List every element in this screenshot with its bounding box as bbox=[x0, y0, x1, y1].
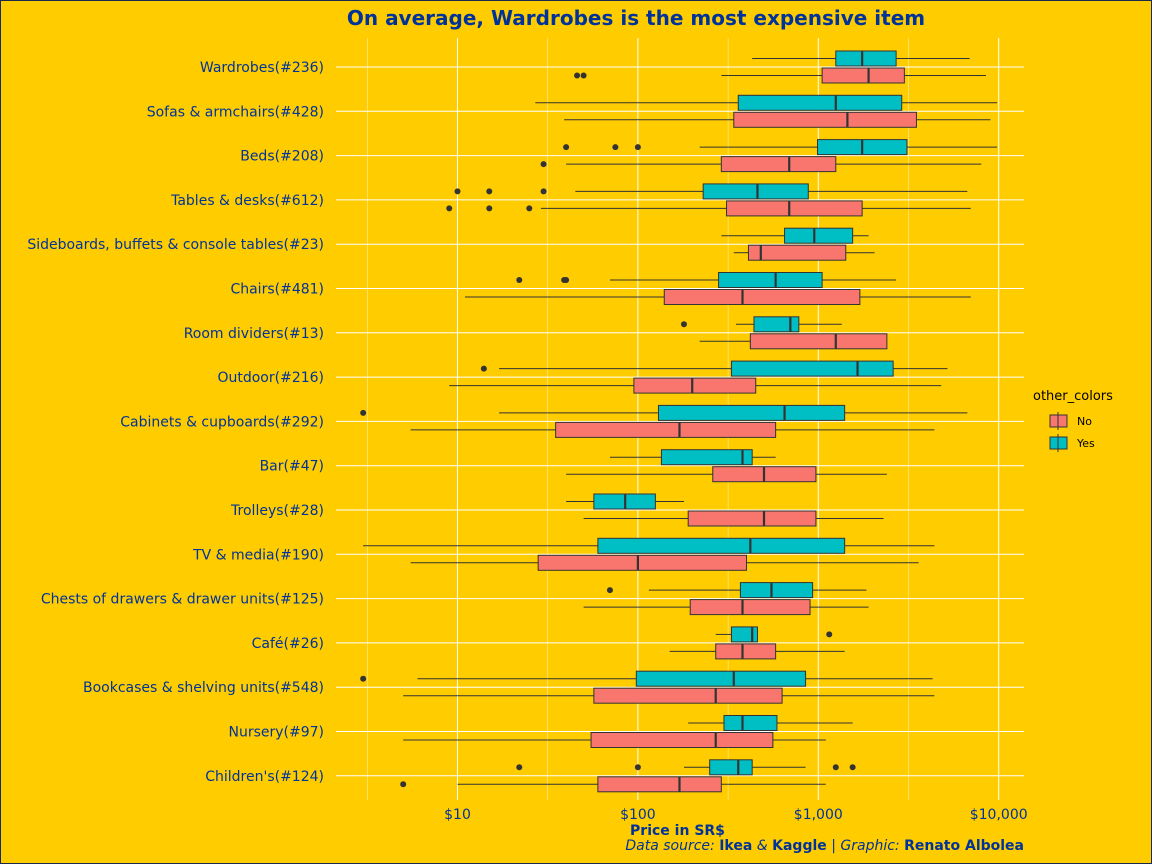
yes-outlier bbox=[832, 764, 839, 771]
yes-box bbox=[702, 183, 809, 200]
yes-box bbox=[784, 227, 854, 244]
yes-outlier bbox=[540, 188, 547, 195]
caption-separator: | bbox=[831, 838, 836, 854]
yes-box bbox=[737, 94, 903, 111]
no-box bbox=[689, 599, 811, 616]
y-category-label: Tables & desks(#612) bbox=[170, 193, 324, 209]
y-category-label: Sofas & armchairs(#428) bbox=[147, 104, 324, 120]
y-category-label: Wardrobes(#236) bbox=[200, 60, 324, 76]
yes-box bbox=[709, 759, 753, 776]
no-outlier bbox=[526, 205, 533, 212]
yes-outlier bbox=[826, 631, 833, 638]
no-box bbox=[593, 687, 783, 704]
yes-outlier bbox=[634, 764, 641, 771]
yes-outlier bbox=[486, 188, 493, 195]
yes-outlier bbox=[454, 188, 461, 195]
no-outlier bbox=[580, 72, 587, 79]
yes-box bbox=[723, 715, 778, 731]
caption-amp: & bbox=[756, 838, 768, 854]
y-category-label: Beds(#208) bbox=[240, 149, 324, 165]
no-box bbox=[687, 510, 817, 527]
y-category-label: Bar(#47) bbox=[260, 459, 324, 475]
no-box bbox=[733, 111, 917, 128]
caption-source-ikea: Ikea bbox=[719, 838, 753, 854]
legend-title: other_colors bbox=[1033, 389, 1113, 404]
y-category-label: Children's(#124) bbox=[205, 769, 324, 785]
caption-prefix: Data source: bbox=[625, 838, 715, 854]
no-box bbox=[726, 200, 863, 217]
y-category-label: Bookcases & shelving units(#548) bbox=[83, 680, 324, 696]
x-tick-label: $10 bbox=[444, 807, 471, 823]
x-tick-label: $100 bbox=[620, 807, 656, 823]
no-box bbox=[821, 67, 905, 84]
caption-graphic-label: Graphic: bbox=[840, 838, 900, 854]
legend-label-no: No bbox=[1077, 415, 1092, 428]
no-box bbox=[720, 156, 837, 173]
yes-box bbox=[753, 316, 800, 333]
caption: Data source: Ikea & Kaggle | Graphic: Re… bbox=[625, 838, 1024, 854]
no-box bbox=[749, 333, 888, 350]
no-outlier bbox=[486, 205, 493, 212]
yes-box bbox=[718, 272, 823, 288]
no-box bbox=[663, 289, 861, 305]
yes-box bbox=[597, 537, 846, 554]
yes-box bbox=[730, 360, 894, 377]
yes-box bbox=[660, 449, 753, 466]
y-category-label: Chairs(#481) bbox=[230, 282, 324, 298]
no-outlier bbox=[574, 72, 581, 79]
y-category-label: Outdoor(#216) bbox=[217, 370, 324, 386]
no-box bbox=[715, 643, 777, 660]
yes-outlier bbox=[360, 675, 367, 682]
y-category-label: Café(#26) bbox=[252, 636, 324, 652]
y-category-label: Chests of drawers & drawer units(#125) bbox=[41, 592, 324, 608]
yes-box bbox=[730, 626, 758, 643]
yes-box bbox=[635, 670, 807, 687]
y-category-label: Sideboards, buffets & console tables(#23… bbox=[27, 237, 324, 253]
yes-outlier bbox=[680, 321, 687, 328]
caption-source-kaggle: Kaggle bbox=[772, 838, 827, 854]
y-category-label: Nursery(#97) bbox=[228, 725, 324, 741]
y-category-label: TV & media(#190) bbox=[192, 547, 324, 563]
yes-outlier bbox=[849, 764, 856, 771]
chart-title: On average, Wardrobes is the most expens… bbox=[346, 6, 926, 30]
no-outlier bbox=[446, 205, 453, 212]
no-box bbox=[590, 732, 774, 748]
no-box bbox=[537, 554, 748, 571]
y-category-label: Room dividers(#13) bbox=[184, 326, 324, 342]
no-box bbox=[597, 776, 722, 793]
no-box bbox=[747, 244, 847, 261]
yes-box bbox=[835, 50, 897, 67]
yes-outlier bbox=[516, 277, 523, 283]
no-box bbox=[633, 377, 757, 394]
yes-outlier bbox=[360, 409, 367, 416]
yes-outlier bbox=[563, 277, 570, 283]
y-category-label: Trolleys(#28) bbox=[230, 503, 324, 519]
yes-box bbox=[657, 404, 846, 421]
yes-outlier bbox=[634, 144, 641, 151]
no-outlier bbox=[540, 161, 547, 168]
yes-outlier bbox=[480, 365, 487, 372]
y-category-label: Cabinets & cupboards(#292) bbox=[120, 414, 324, 430]
legend-label-yes: Yes bbox=[1076, 437, 1095, 450]
x-axis-title: Price in SR$ bbox=[630, 823, 725, 839]
yes-outlier bbox=[563, 144, 570, 151]
yes-outlier bbox=[612, 144, 619, 151]
yes-outlier bbox=[606, 587, 613, 594]
no-box bbox=[555, 421, 777, 438]
x-tick-label: $10,000 bbox=[970, 807, 1028, 823]
x-tick-label: $1,000 bbox=[794, 807, 843, 823]
yes-box bbox=[739, 582, 814, 599]
caption-author: Renato Albolea bbox=[904, 838, 1024, 854]
no-outlier bbox=[400, 781, 407, 788]
yes-outlier bbox=[516, 764, 523, 771]
